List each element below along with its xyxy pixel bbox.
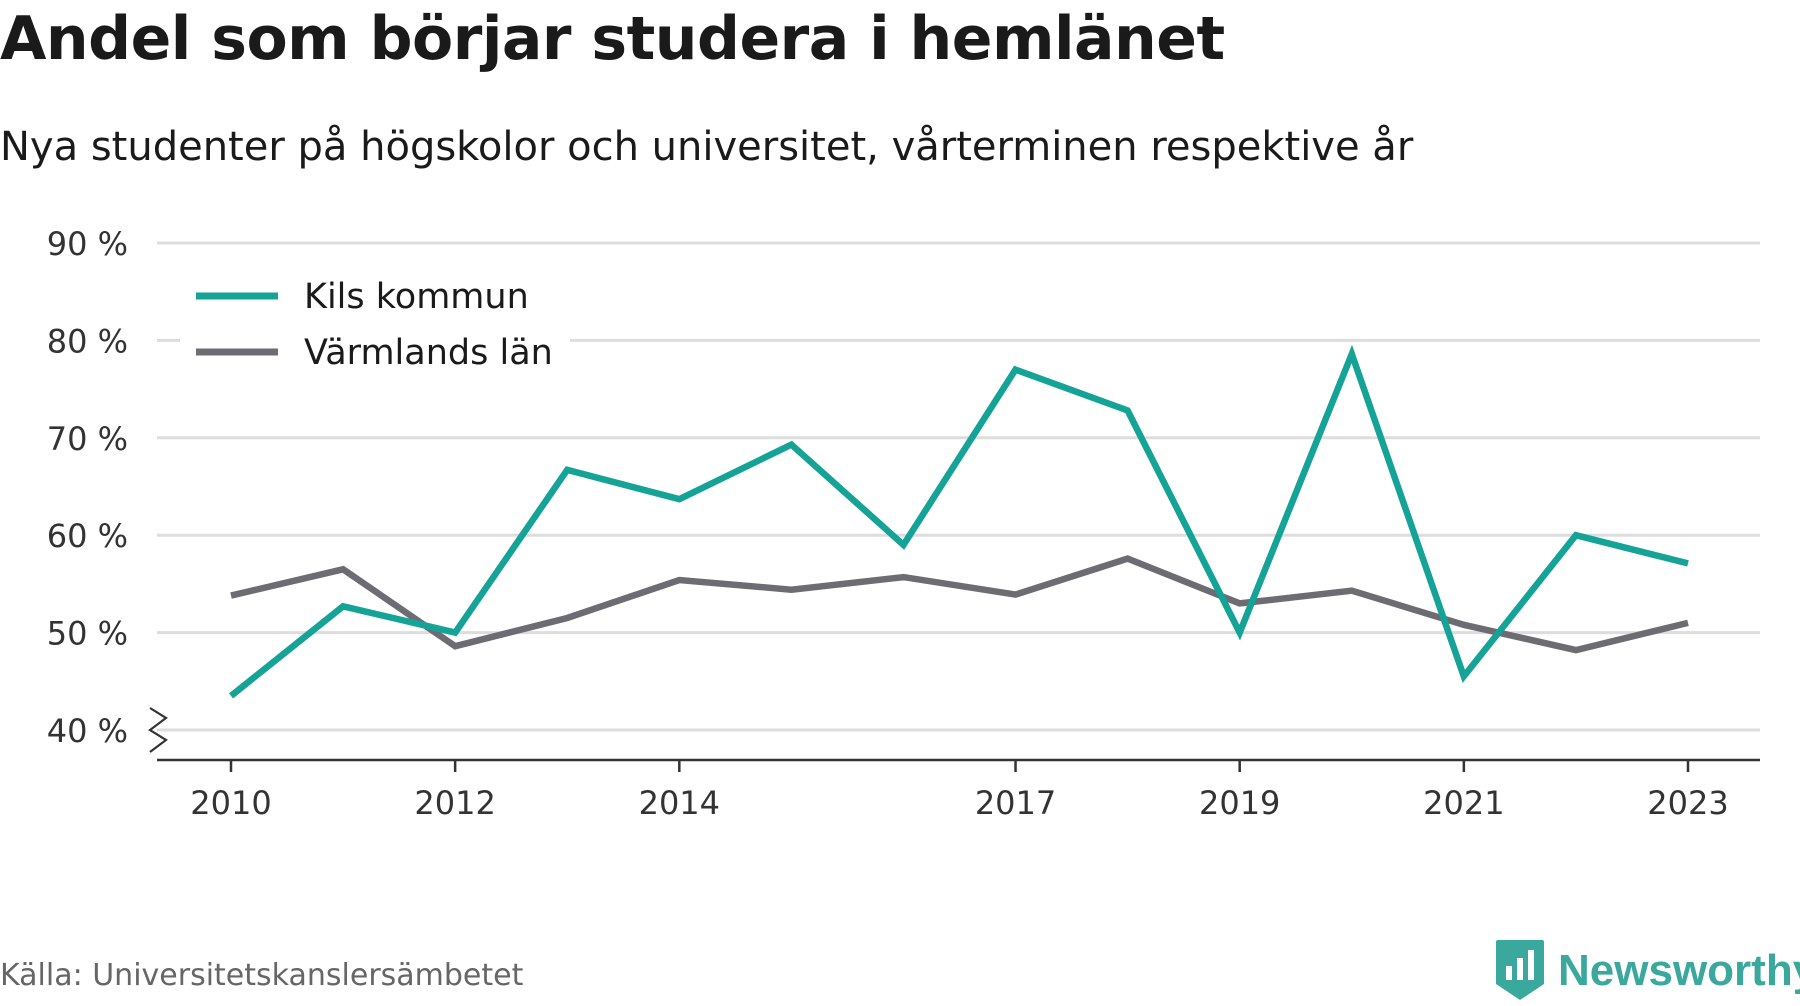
- newsworthy-logo: Newsworthy: [1494, 936, 1800, 1006]
- chart-title: Andel som börjar studera i hemlänet: [0, 4, 1225, 74]
- newsworthy-chart-icon: [1496, 940, 1544, 1000]
- x-tick-label: 2014: [639, 784, 720, 822]
- x-tick-labels: 2010 2012 2014 2017 2019 2021 2023: [190, 760, 1729, 822]
- chart-subtitle: Nya studenter på högskolor och universit…: [0, 124, 1414, 170]
- y-tick-labels: 40 % 50 % 60 % 70 % 80 % 90 %: [47, 225, 128, 750]
- y-tick-label: 70 %: [47, 420, 128, 458]
- axis-break-marker: [148, 707, 168, 753]
- series-line-kils-kommun: [228, 344, 1689, 699]
- series-line-varmlands-lan: [230, 555, 1689, 654]
- x-tick-label: 2023: [1647, 784, 1728, 822]
- x-tick-label: 2017: [975, 784, 1056, 822]
- x-tick-label: 2010: [190, 784, 271, 822]
- y-tick-label: 60 %: [47, 517, 128, 555]
- brand-name: Newsworthy: [1558, 946, 1800, 995]
- legend-background: [180, 268, 570, 378]
- x-tick-label: 2012: [414, 784, 495, 822]
- legend-label: Kils kommun: [304, 277, 529, 317]
- legend: Kils kommun Värmlands län: [180, 268, 570, 378]
- line-chart: 40 %50 %60 %70 %80 %90 % 2010 2012 2014 201…: [47, 225, 1760, 822]
- x-tick-label: 2021: [1423, 784, 1504, 822]
- axes: [148, 707, 1760, 762]
- x-tick-label: 2019: [1199, 784, 1280, 822]
- source-note: Källa: Universitetskanslersämbetet: [0, 958, 524, 993]
- y-tick-label: 40 %: [47, 712, 128, 750]
- series-lines: [228, 344, 1689, 699]
- legend-label: Värmlands län: [304, 333, 553, 373]
- y-tick-label: 80 %: [47, 322, 128, 360]
- y-tick-label: 50 %: [47, 615, 128, 653]
- y-tick-label: 90 %: [47, 225, 128, 263]
